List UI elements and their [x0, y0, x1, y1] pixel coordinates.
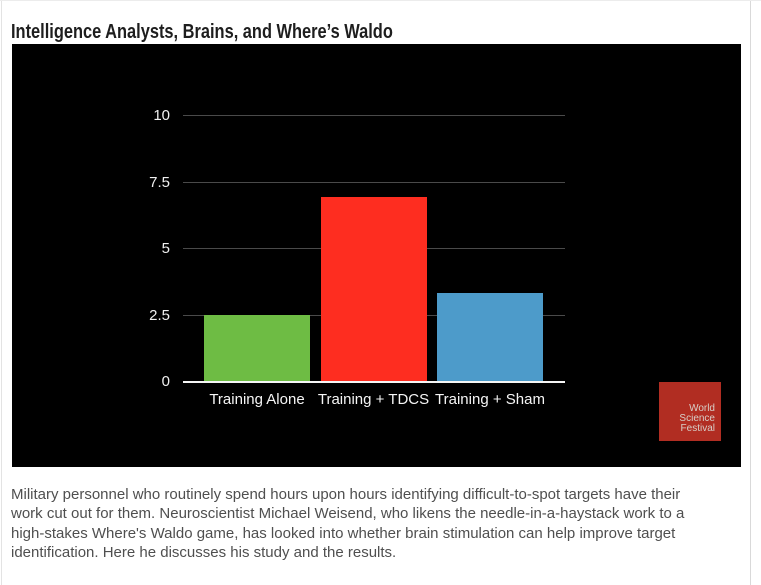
y-axis-tick-label-2.5: 2.5 — [149, 306, 170, 324]
paragraph-line: Military personnel who routinely spend h… — [11, 486, 681, 503]
world-science-festival-logo: World Science Festival — [659, 382, 721, 441]
page-right-border — [750, 1, 751, 585]
y-axis-tick-label-0: 0 — [161, 373, 170, 390]
article-paragraph: Military personnel who routinely spend h… — [11, 485, 751, 563]
x-axis-label-training-tdcs: Training + TDCS — [317, 391, 430, 408]
gridline-y-7.5 — [183, 181, 565, 183]
y-axis-tick-label-7.5: 7.5 — [149, 173, 170, 191]
y-axis-tick-label-10: 10 — [153, 107, 170, 124]
bar-training-sham — [437, 293, 543, 381]
paragraph-line: work cut out for them. Neuroscientist Mi… — [11, 505, 685, 523]
gridline-y-10 — [183, 115, 565, 116]
y-axis-tick-label-5: 5 — [161, 240, 170, 257]
logo-line: Science — [679, 413, 715, 424]
logo-line: Festival — [680, 423, 715, 434]
bar-training-alone — [204, 314, 310, 381]
x-axis-label-training-alone: Training Alone — [209, 391, 305, 408]
page-title: Intelligence Analysts, Brains, and Where… — [11, 21, 393, 44]
paragraph-line: high-stakes Where's Waldo game, has look… — [11, 524, 676, 542]
x-axis-label-training-sham: Training + Sham — [435, 391, 545, 408]
page-left-border — [1, 1, 2, 585]
x-axis-baseline — [183, 381, 565, 383]
bar-training-tdcs — [320, 197, 427, 381]
world-science-festival-logo-text: World Science Festival — [679, 404, 721, 441]
paragraph-line: identification. Here he discusses his st… — [11, 544, 397, 562]
bar-chart-figure: 0 2.5 5 7.5 10 Training Alone Training + TDCS T… — [12, 44, 741, 467]
logo-line: World — [689, 403, 715, 414]
